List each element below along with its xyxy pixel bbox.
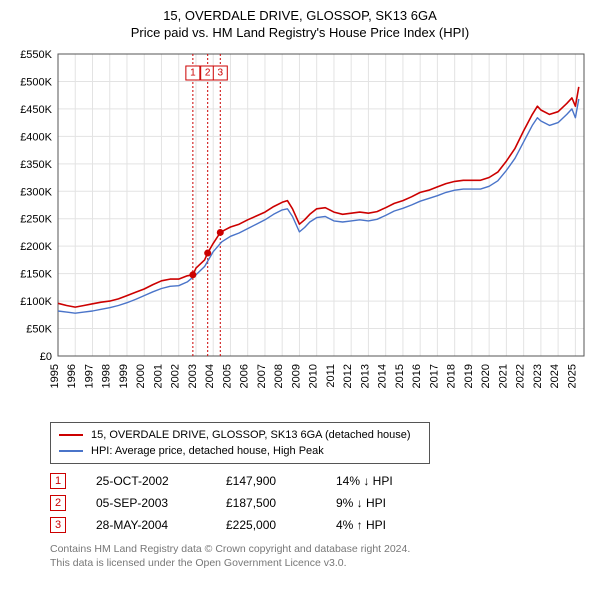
- svg-text:£450K: £450K: [20, 104, 52, 116]
- svg-text:2022: 2022: [515, 364, 527, 388]
- svg-text:£0: £0: [40, 351, 52, 363]
- line-chart-svg: £0 £50K £100K £150K £200K £250K £300K £350K £400…: [10, 46, 590, 416]
- sale-delta-vs-hpi: 9% ↓ HPI: [336, 496, 436, 510]
- svg-text:2017: 2017: [428, 364, 440, 388]
- svg-text:2024: 2024: [549, 364, 561, 388]
- svg-text:2020: 2020: [480, 364, 492, 388]
- svg-text:2021: 2021: [497, 364, 509, 388]
- footnote-line2: This data is licensed under the Open Gov…: [50, 556, 590, 570]
- svg-text:2019: 2019: [463, 364, 475, 388]
- svg-text:1999: 1999: [118, 364, 130, 388]
- svg-text:£50K: £50K: [26, 324, 52, 336]
- svg-text:2009: 2009: [290, 364, 302, 388]
- svg-text:1997: 1997: [83, 364, 95, 388]
- legend-row: 15, OVERDALE DRIVE, GLOSSOP, SK13 6GA (d…: [59, 427, 421, 443]
- svg-text:2016: 2016: [411, 364, 423, 388]
- sale-row: 1 25-OCT-2002£147,90014% ↓ HPI: [50, 470, 590, 492]
- svg-text:2: 2: [205, 68, 211, 79]
- chart-titles: 15, OVERDALE DRIVE, GLOSSOP, SK13 6GA Pr…: [10, 8, 590, 40]
- sale-price: £147,900: [226, 474, 336, 488]
- svg-text:2011: 2011: [325, 364, 337, 388]
- legend: 15, OVERDALE DRIVE, GLOSSOP, SK13 6GA (d…: [50, 422, 430, 464]
- title-address: 15, OVERDALE DRIVE, GLOSSOP, SK13 6GA: [10, 8, 590, 23]
- svg-text:2004: 2004: [204, 364, 216, 388]
- svg-text:£150K: £150K: [20, 269, 52, 281]
- svg-text:£400K: £400K: [20, 131, 52, 143]
- svg-text:£550K: £550K: [20, 49, 52, 61]
- legend-row: HPI: Average price, detached house, High…: [59, 443, 421, 459]
- legend-swatch: [59, 450, 83, 452]
- svg-text:1998: 1998: [101, 364, 113, 388]
- sale-marker-number: 1: [50, 473, 66, 489]
- footnote-line1: Contains HM Land Registry data © Crown c…: [50, 542, 590, 556]
- sales-table: 1 25-OCT-2002£147,90014% ↓ HPI 2 05-SEP-200…: [50, 470, 590, 536]
- svg-text:£100K: £100K: [20, 296, 52, 308]
- svg-text:£200K: £200K: [20, 241, 52, 253]
- svg-text:£500K: £500K: [20, 76, 52, 88]
- svg-text:£250K: £250K: [20, 214, 52, 226]
- sale-marker-number: 3: [50, 517, 66, 533]
- sale-row: 2 05-SEP-2003£187,5009% ↓ HPI: [50, 492, 590, 514]
- sale-delta-vs-hpi: 4% ↑ HPI: [336, 518, 436, 532]
- svg-text:3: 3: [218, 68, 224, 79]
- svg-text:2000: 2000: [135, 364, 147, 388]
- sale-date: 28-MAY-2004: [96, 518, 226, 532]
- svg-text:2014: 2014: [377, 364, 389, 388]
- svg-text:1: 1: [190, 68, 196, 79]
- sale-price: £225,000: [226, 518, 336, 532]
- title-subtitle: Price paid vs. HM Land Registry's House …: [10, 25, 590, 40]
- svg-text:2023: 2023: [532, 364, 544, 388]
- legend-label: 15, OVERDALE DRIVE, GLOSSOP, SK13 6GA (d…: [91, 429, 411, 441]
- sale-row: 3 28-MAY-2004£225,0004% ↑ HPI: [50, 514, 590, 536]
- svg-text:£300K: £300K: [20, 186, 52, 198]
- sale-price: £187,500: [226, 496, 336, 510]
- svg-text:2010: 2010: [308, 364, 320, 388]
- svg-text:1996: 1996: [66, 364, 78, 388]
- sale-date: 25-OCT-2002: [96, 474, 226, 488]
- legend-label: HPI: Average price, detached house, High…: [91, 445, 324, 457]
- svg-text:2005: 2005: [221, 364, 233, 388]
- footnotes: Contains HM Land Registry data © Crown c…: [50, 542, 590, 570]
- svg-text:2025: 2025: [566, 364, 578, 388]
- svg-text:2008: 2008: [273, 364, 285, 388]
- chart-area: £0 £50K £100K £150K £200K £250K £300K £350K £400…: [10, 46, 590, 416]
- svg-text:2003: 2003: [187, 364, 199, 388]
- legend-swatch: [59, 434, 83, 436]
- svg-text:2015: 2015: [394, 364, 406, 388]
- sale-delta-vs-hpi: 14% ↓ HPI: [336, 474, 436, 488]
- sale-date: 05-SEP-2003: [96, 496, 226, 510]
- svg-text:1995: 1995: [49, 364, 61, 388]
- svg-text:2018: 2018: [446, 364, 458, 388]
- svg-text:2006: 2006: [239, 364, 251, 388]
- svg-text:2012: 2012: [342, 364, 354, 388]
- sale-marker-number: 2: [50, 495, 66, 511]
- svg-text:2007: 2007: [256, 364, 268, 388]
- svg-text:2002: 2002: [170, 364, 182, 388]
- svg-text:£350K: £350K: [20, 159, 52, 171]
- svg-text:2001: 2001: [152, 364, 164, 388]
- svg-text:2013: 2013: [359, 364, 371, 388]
